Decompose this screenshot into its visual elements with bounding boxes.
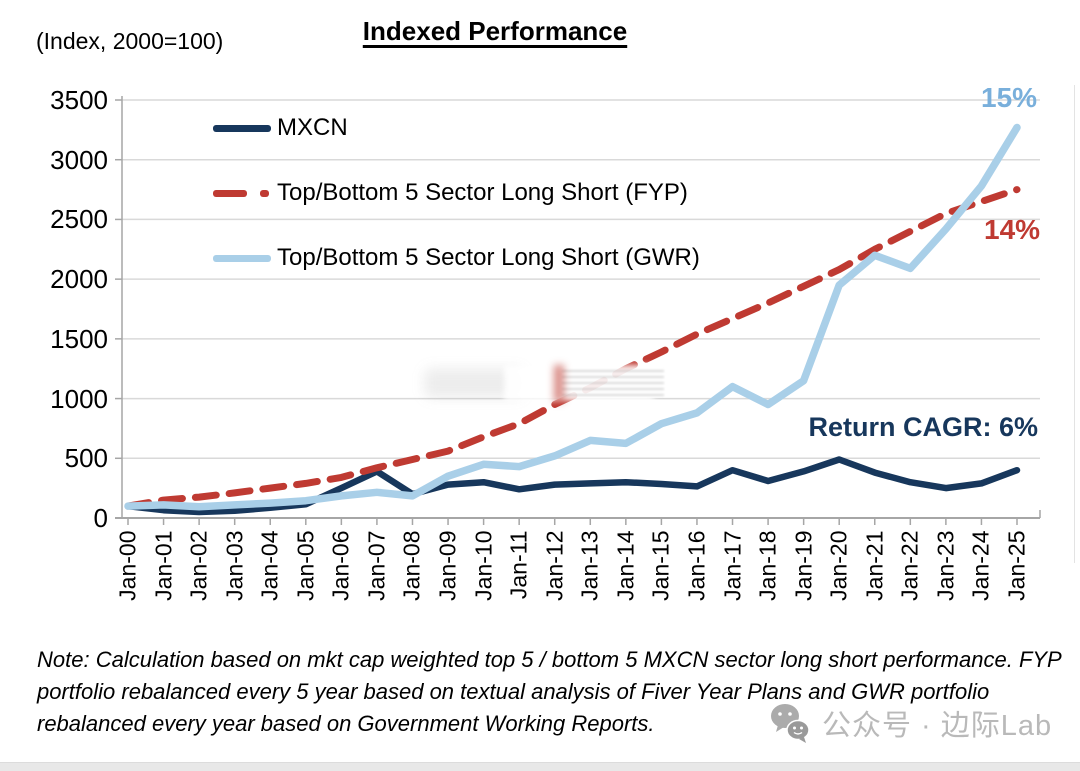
wechat-watermark: 公众号 · 边际Lab (770, 702, 1052, 744)
x-tick-label: Jan-17 (719, 530, 746, 601)
footnote: Note: Calculation based on mkt cap weigh… (37, 644, 1062, 740)
series-2-line (124, 123, 1021, 511)
x-tick-label: Jan-04 (256, 530, 283, 601)
x-tick-label: Jan-05 (292, 530, 319, 601)
chart-title: Indexed Performance (362, 16, 628, 46)
x-tick-label: Jan-22 (896, 530, 923, 601)
x-tick-label: Jan-01 (150, 530, 177, 601)
x-tick-label: Jan-06 (327, 530, 354, 601)
x-tick-label: Jan-24 (967, 530, 994, 601)
x-tick-label: Jan-00 (114, 530, 141, 601)
legend-item-fyp: Top/Bottom 5 Sector Long Short (FYP) (213, 173, 700, 213)
gwr-cagr-annotation: 15% (981, 82, 1038, 113)
x-tick-label: Jan-07 (363, 530, 390, 601)
x-tick-label: Jan-03 (221, 530, 248, 601)
gwr-line-swatch-icon (213, 254, 271, 262)
footnote-line: rebalanced every year based on Governmen… (37, 711, 655, 736)
footnote-line: Note: Calculation based on mkt cap weigh… (37, 647, 1062, 672)
y-tick-label: 0 (93, 503, 108, 533)
x-tick-label: Jan-21 (861, 530, 888, 601)
x-tick-label: Jan-10 (470, 530, 497, 601)
y-tick-label: 1000 (50, 384, 108, 414)
series-0-line (124, 456, 1021, 516)
mxcn-cagr-annotation: Return CAGR: 6% (808, 412, 1038, 442)
x-tick-label: Jan-08 (398, 530, 425, 601)
chart-frame-right-border (1074, 85, 1075, 563)
x-tick-label: Jan-09 (434, 530, 461, 601)
x-tick-label: Jan-20 (825, 530, 852, 601)
x-tick-label: Jan-19 (790, 530, 817, 601)
y-tick-label: 500 (64, 443, 108, 473)
x-tick-label: Jan-14 (612, 530, 639, 601)
fyp-cagr-annotation: 14% (984, 214, 1041, 245)
x-tick-label: Jan-11 (505, 530, 532, 600)
watermark-text: 公众号 · 边际Lab (822, 710, 1053, 742)
x-tick-label: Jan-12 (541, 530, 568, 601)
legend-item-gwr: Top/Bottom 5 Sector Long Short (GWR) (213, 238, 700, 278)
wechat-icon (771, 704, 810, 743)
x-tick-label: Jan-16 (683, 530, 710, 601)
legend-label: Top/Bottom 5 Sector Long Short (GWR) (277, 244, 700, 271)
x-tick-label: Jan-18 (754, 530, 781, 601)
y-tick-label: 1500 (50, 324, 108, 354)
fyp-dashed-line-swatch-icon (213, 189, 271, 197)
y-tick-label: 2500 (50, 204, 108, 234)
x-tick-label: Jan-23 (932, 530, 959, 601)
y-tick-label: 3000 (50, 145, 108, 175)
legend-label: MXCN (277, 114, 348, 141)
mxcn-line-swatch-icon (213, 124, 271, 132)
legend-item-mxcn: MXCN (213, 108, 700, 148)
y-tick-label: 3500 (50, 85, 108, 115)
footnote-line: portfolio rebalanced every 5 year based … (37, 679, 990, 704)
y-axis-units-label: (Index, 2000=100) (36, 28, 224, 54)
y-tick-label: 2000 (50, 264, 108, 294)
chart-legend: MXCN Top/Bottom 5 Sector Long Short (FYP… (213, 108, 700, 303)
x-tick-label: Jan-25 (1003, 530, 1030, 601)
legend-label: Top/Bottom 5 Sector Long Short (FYP) (277, 179, 688, 206)
x-tick-label: Jan-13 (576, 530, 603, 601)
x-tick-label: Jan-15 (647, 530, 674, 601)
x-tick-label: Jan-02 (185, 530, 212, 601)
bottom-strip (0, 762, 1080, 771)
